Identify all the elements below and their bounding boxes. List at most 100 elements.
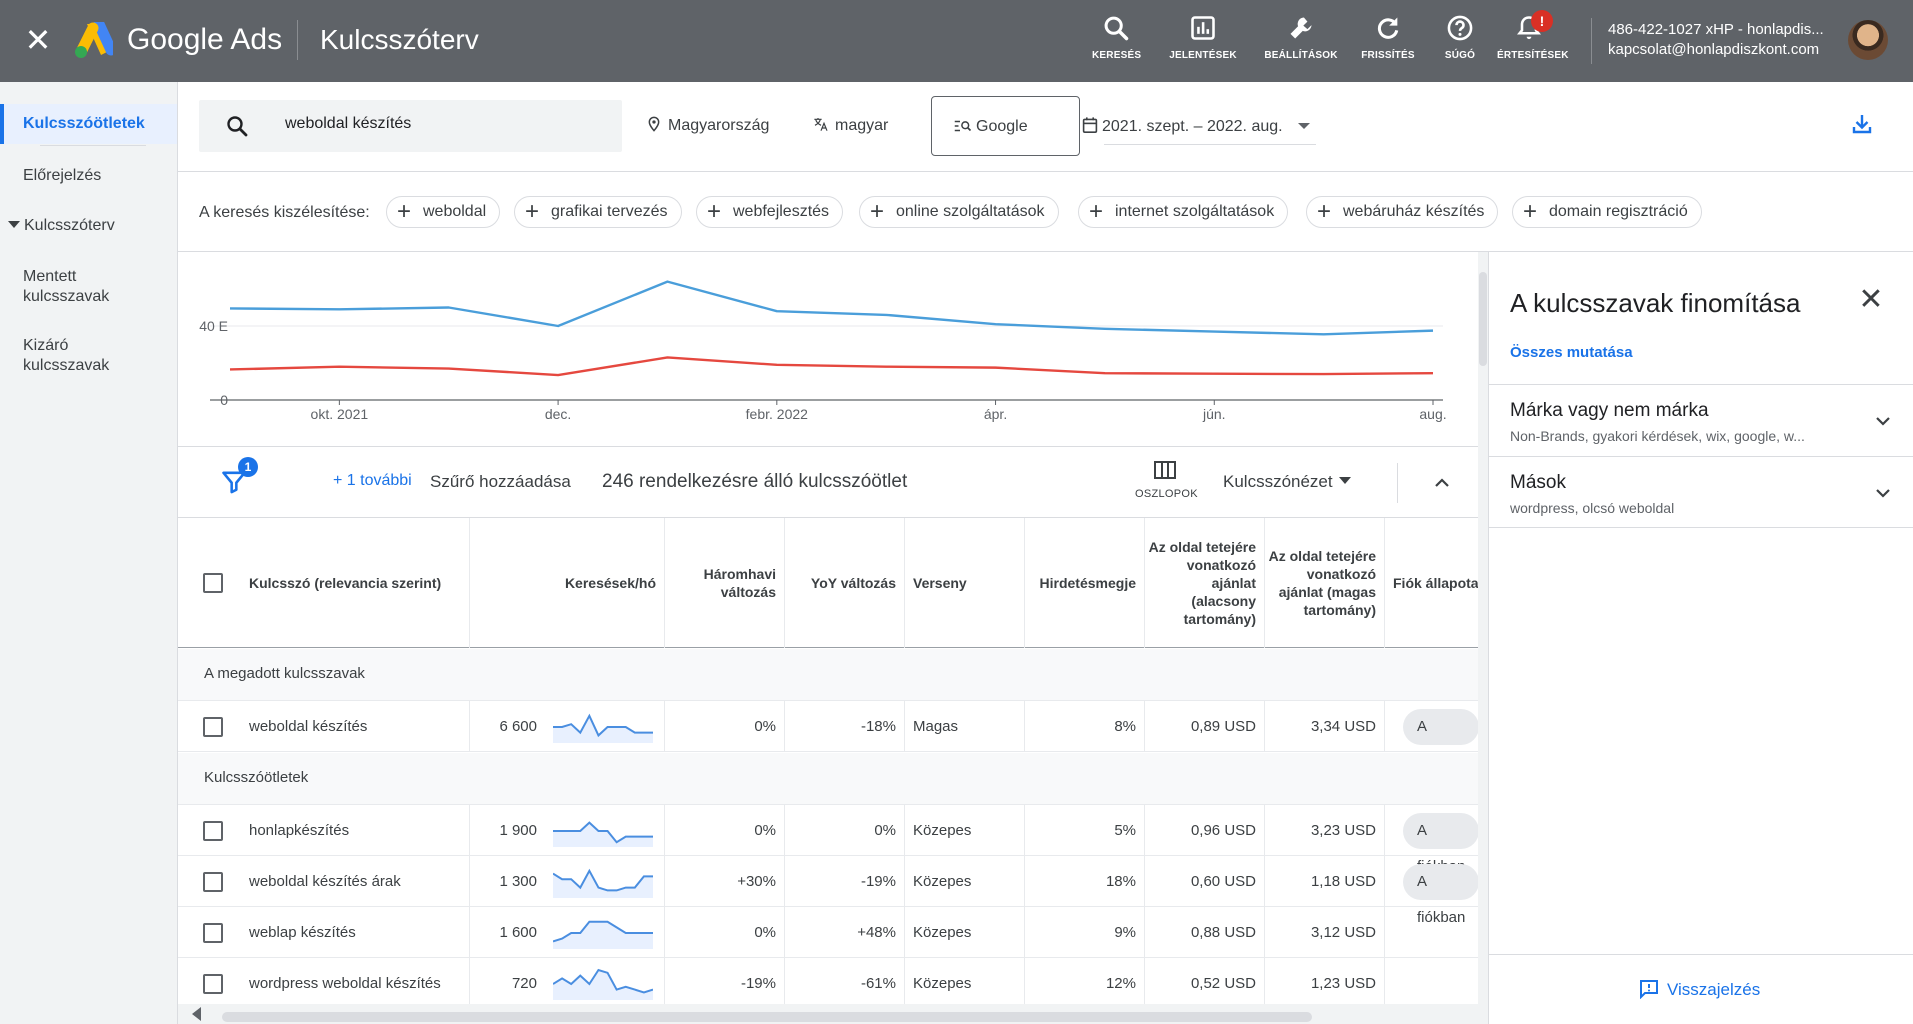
col-header-bid-low[interactable]: Az oldal tetejére vonatkozó ajánlat (ala… bbox=[1145, 518, 1265, 648]
chevron-up-icon[interactable] bbox=[1432, 473, 1452, 493]
view-selector[interactable]: Kulcsszónézet bbox=[1223, 472, 1351, 492]
keyword-ideas-table: Kulcsszó (relevancia szerint) Keresések/… bbox=[178, 518, 1478, 1024]
col-header-impression-share[interactable]: Hirdetésmegje bbox=[1025, 518, 1145, 648]
broaden-chip[interactable]: + weboldal bbox=[386, 196, 501, 228]
keyword-search-input[interactable]: weboldal készítés bbox=[199, 100, 622, 152]
row-checkbox[interactable] bbox=[203, 872, 223, 892]
refine-keywords-panel: A kulcsszavak finomítása ✕ Összes mutatá… bbox=[1488, 252, 1913, 1024]
three-month-cell: 0% bbox=[665, 805, 785, 856]
title-divider bbox=[297, 20, 298, 60]
col-header-bid-high[interactable]: Az oldal tetejére vonatkozó ajánlat (mag… bbox=[1265, 518, 1385, 648]
refine-section-brand[interactable]: Márka vagy nem márka Non-Brands, gyakori… bbox=[1489, 384, 1913, 456]
yoy-cell: -19% bbox=[785, 856, 905, 907]
table-row[interactable]: weboldal készítés 6 600 0% -18% Magas 8%… bbox=[178, 701, 1478, 771]
refresh-icon bbox=[1377, 17, 1399, 39]
impression-share-cell: 8% bbox=[1025, 701, 1145, 752]
broaden-chip-label: webfejlesztés bbox=[733, 203, 830, 220]
refresh-button-label: FRISSÍTÉS bbox=[1361, 50, 1415, 61]
col-header-keyword-label: Kulcsszó (relevancia szerint) bbox=[249, 575, 442, 591]
col-header-competition[interactable]: Verseny bbox=[905, 518, 1025, 648]
filter-button[interactable]: 1 bbox=[220, 457, 258, 495]
select-all-checkbox[interactable] bbox=[203, 573, 223, 593]
broaden-chip[interactable]: + grafikai tervezés bbox=[514, 196, 682, 228]
row-checkbox[interactable] bbox=[203, 923, 223, 943]
close-icon[interactable]: ✕ bbox=[24, 22, 52, 58]
google-ads-logo bbox=[75, 22, 113, 58]
account-status-pill[interactable]: A fiókban bbox=[1403, 864, 1478, 926]
more-filters-link[interactable]: + 1 további bbox=[333, 472, 412, 489]
sidebar-item-forecast[interactable]: Előrejelzés bbox=[23, 167, 102, 184]
broaden-chip[interactable]: + online szolgáltatások bbox=[859, 196, 1059, 228]
avatar[interactable] bbox=[1848, 20, 1888, 60]
search-volume-chart: 0 40 E okt. 2021 dec. febr. 2022 ápr. jún. aug. bbox=[178, 252, 1478, 446]
sidebar-item-keyword-ideas[interactable]: Kulcsszóötletek bbox=[0, 104, 177, 144]
refine-section-others[interactable]: Mások wordpress, olcsó weboldal bbox=[1489, 456, 1913, 528]
date-range-selector[interactable]: 2021. szept. – 2022. aug. bbox=[1082, 116, 1316, 145]
sparkline-line bbox=[553, 821, 653, 844]
chart-y-tick-label: 40 E bbox=[199, 318, 228, 334]
columns-icon bbox=[1154, 461, 1176, 479]
notifications-button[interactable]: ÉRTESÍTÉSEK ! bbox=[1497, 10, 1568, 70]
scroll-left-icon[interactable] bbox=[192, 1007, 201, 1021]
table-row[interactable]: wordpress weboldal készítés 720 -19% -61… bbox=[178, 958, 1478, 1009]
network-selector[interactable]: Google bbox=[931, 96, 1080, 156]
refine-section-title: Márka vagy nem márka bbox=[1510, 400, 1709, 421]
help-button[interactable]: SÚGÓ bbox=[1440, 14, 1480, 70]
wrench-icon bbox=[1290, 17, 1312, 39]
col-header-keyword[interactable]: Kulcsszó (relevancia szerint) bbox=[178, 518, 470, 648]
account-info[interactable]: 486-422-1027 xHP - honlapdis... kapcsola… bbox=[1608, 20, 1838, 60]
sidebar-item-saved-keywords[interactable]: Mentett kulcsszavak bbox=[23, 268, 110, 305]
table-row[interactable]: weblap készítés 1 600 0% +48% Közepes 9%… bbox=[178, 907, 1478, 958]
sidebar-item-keyword-plan[interactable]: Kulcsszóterv bbox=[0, 216, 177, 236]
broaden-chip[interactable]: + domain regisztráció bbox=[1512, 196, 1702, 228]
feedback-button[interactable]: Visszajelzés bbox=[1639, 979, 1760, 1000]
horizontal-scrollbar-thumb[interactable] bbox=[222, 1012, 1312, 1022]
col-header-searches[interactable]: Keresések/hó bbox=[470, 518, 665, 648]
yoy-cell: -18% bbox=[785, 701, 905, 752]
broaden-chip[interactable]: + webáruház készítés bbox=[1306, 196, 1499, 228]
broaden-chip[interactable]: + webfejlesztés bbox=[696, 196, 844, 228]
row-checkbox[interactable] bbox=[203, 717, 223, 737]
download-icon[interactable] bbox=[1850, 112, 1874, 136]
broaden-chip-label: grafikai tervezés bbox=[551, 203, 668, 220]
row-checkbox[interactable] bbox=[203, 821, 223, 841]
search-button[interactable]: KERESÉS bbox=[1092, 14, 1141, 70]
location-label: Magyarország bbox=[668, 117, 770, 134]
table-header: Kulcsszó (relevancia szerint) Keresések/… bbox=[178, 518, 1478, 648]
chart-x-tick-label: ápr. bbox=[984, 406, 1007, 422]
competition-cell: Közepes bbox=[905, 856, 1025, 907]
columns-button[interactable]: OSZLOPOK bbox=[1135, 461, 1198, 500]
sidebar-divider bbox=[40, 145, 146, 146]
account-divider bbox=[1591, 18, 1592, 64]
three-month-cell: -19% bbox=[665, 958, 785, 1009]
caret-down-icon bbox=[8, 221, 20, 228]
col-header-yoy-change[interactable]: YoY változás bbox=[785, 518, 905, 648]
chart-x-tick-label: aug. bbox=[1419, 406, 1446, 422]
account-status-pill[interactable]: A fiókban bbox=[1403, 813, 1478, 875]
location-selector[interactable]: Magyarország bbox=[646, 116, 769, 135]
page-title: Kulcsszóterv bbox=[320, 24, 479, 55]
reports-button[interactable]: JELENTÉSEK bbox=[1167, 14, 1239, 70]
reports-icon bbox=[1191, 16, 1215, 40]
sidebar-item-negative-keywords[interactable]: Kizáró kulcsszavak bbox=[23, 337, 110, 374]
account-status-pill[interactable]: A fiókban bbox=[1403, 709, 1478, 771]
horizontal-scrollbar[interactable] bbox=[178, 1004, 1478, 1024]
available-ideas-count: 246 rendelkezésre álló kulcsszóötlet bbox=[602, 471, 908, 492]
add-filter-button[interactable]: Szűrő hozzáadása bbox=[430, 472, 571, 491]
settings-button[interactable]: BEÁLLÍTÁSOK bbox=[1263, 14, 1339, 70]
language-selector[interactable]: magyar bbox=[813, 116, 888, 135]
language-label: magyar bbox=[835, 117, 889, 134]
refresh-button[interactable]: FRISSÍTÉS bbox=[1360, 14, 1416, 70]
vertical-scrollbar[interactable] bbox=[1478, 252, 1488, 1024]
table-row[interactable]: weboldal készítés árak 1 300 +30% -19% K… bbox=[178, 856, 1478, 926]
broaden-chip[interactable]: + internet szolgáltatások bbox=[1078, 196, 1289, 228]
row-checkbox[interactable] bbox=[203, 974, 223, 994]
sidebar-item-keyword-plan-label: Kulcsszóterv bbox=[24, 217, 115, 234]
table-row[interactable]: honlapkészítés 1 900 0% 0% Közepes 5% 0,… bbox=[178, 805, 1478, 875]
vertical-scrollbar-thumb[interactable] bbox=[1479, 272, 1487, 366]
impression-share-cell: 9% bbox=[1025, 907, 1145, 958]
col-header-three-month-change[interactable]: Háromhavi változás bbox=[665, 518, 785, 648]
show-all-link[interactable]: Összes mutatása bbox=[1510, 344, 1633, 361]
col-header-account-status[interactable]: Fiók állapota bbox=[1393, 575, 1478, 591]
close-icon[interactable]: ✕ bbox=[1858, 283, 1884, 316]
